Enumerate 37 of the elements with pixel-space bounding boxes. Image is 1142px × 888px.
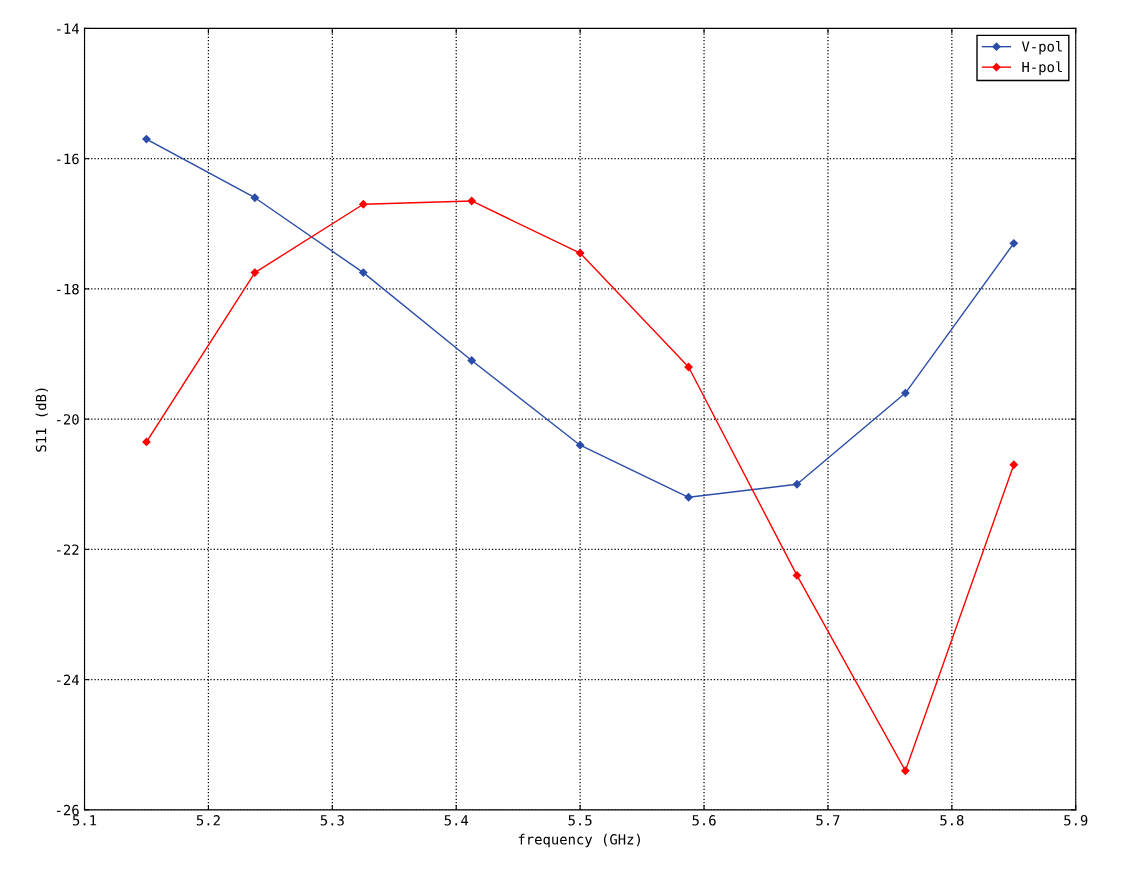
point	[576, 441, 585, 450]
x-axis-title: frequency (GHz)	[518, 833, 640, 848]
point	[467, 196, 476, 206]
x-tick-label: 5.1	[72, 815, 97, 826]
point	[576, 248, 585, 258]
y-tick-label: -26	[56, 804, 79, 816]
y-tick-label: -22	[56, 544, 79, 555]
y-tick-label: -16	[56, 153, 79, 165]
point	[792, 571, 802, 580]
point	[467, 356, 476, 365]
point	[901, 388, 910, 398]
point	[142, 437, 151, 447]
point	[1009, 239, 1018, 248]
legend-label: H-pol	[1022, 61, 1062, 75]
point	[142, 134, 151, 144]
y-tick-label: -14	[56, 23, 79, 34]
point	[359, 268, 368, 277]
point	[359, 200, 368, 209]
x-tick-label: 5.3	[320, 815, 344, 826]
x-tick-label: 5.2	[196, 815, 220, 826]
y-axis-title: S11 (dB)	[35, 388, 48, 452]
x-tick-label: 5.9	[1064, 815, 1088, 826]
y-tick-label: -24	[56, 674, 79, 685]
x-tick-label: 5.8	[940, 815, 964, 826]
point	[250, 268, 260, 277]
x-tick-label: 5.6	[692, 815, 716, 826]
legend-label: V-pol	[1021, 40, 1062, 55]
y-tick-label: -18	[56, 283, 79, 295]
point	[684, 493, 693, 502]
y-tick-label: -20	[56, 414, 79, 425]
x-tick-label: 5.7	[816, 815, 840, 826]
point	[901, 766, 910, 775]
point	[792, 480, 802, 489]
x-tick-label: 5.4	[444, 815, 469, 826]
x-tick-label: 5.5	[568, 815, 592, 826]
point	[250, 193, 260, 202]
point	[1009, 460, 1018, 469]
